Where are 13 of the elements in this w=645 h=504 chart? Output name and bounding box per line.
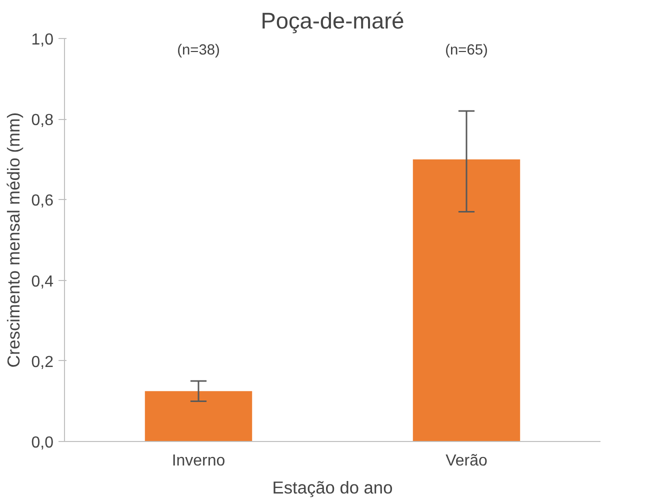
y-axis-title: Crescimento mensal médio (mm) xyxy=(3,112,24,368)
x-axis-title: Estação do ano xyxy=(272,478,393,498)
y-tick-label: 0,8 xyxy=(31,112,54,130)
y-tick-label: 0,0 xyxy=(31,434,54,452)
annotation: (n=65) xyxy=(445,42,488,59)
x-tick-label: Verão xyxy=(446,452,488,470)
y-tick-label: 0,2 xyxy=(31,354,54,371)
y-tick-label: 0,6 xyxy=(31,192,54,210)
x-tick-label: Inverno xyxy=(172,452,226,470)
y-tick-label: 0,4 xyxy=(31,273,54,290)
y-tick-label: 1,0 xyxy=(31,32,54,48)
chart-title: Poça-de-maré xyxy=(260,8,404,34)
annotation: (n=38) xyxy=(177,42,220,59)
